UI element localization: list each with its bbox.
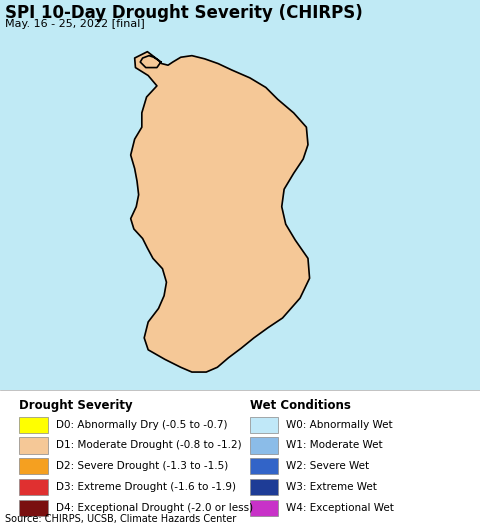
Bar <box>250 437 278 454</box>
Bar <box>250 458 278 474</box>
Bar <box>250 479 278 495</box>
Text: SPI 10-Day Drought Severity (CHIRPS): SPI 10-Day Drought Severity (CHIRPS) <box>5 4 362 22</box>
Text: May. 16 - 25, 2022 [final]: May. 16 - 25, 2022 [final] <box>5 19 144 29</box>
Bar <box>19 458 48 474</box>
Bar <box>19 437 48 454</box>
Bar <box>250 500 278 516</box>
Text: W2: Severe Wet: W2: Severe Wet <box>286 461 369 471</box>
Text: Source: CHIRPS, UCSB, Climate Hazards Center: Source: CHIRPS, UCSB, Climate Hazards Ce… <box>5 515 236 524</box>
Text: W1: Moderate Wet: W1: Moderate Wet <box>286 440 383 450</box>
Bar <box>19 479 48 495</box>
Text: D0: Abnormally Dry (-0.5 to -0.7): D0: Abnormally Dry (-0.5 to -0.7) <box>56 420 227 430</box>
Text: W4: Exceptional Wet: W4: Exceptional Wet <box>286 503 394 513</box>
Polygon shape <box>131 52 310 372</box>
Text: D4: Exceptional Drought (-2.0 or less): D4: Exceptional Drought (-2.0 or less) <box>56 503 253 513</box>
Text: D2: Severe Drought (-1.3 to -1.5): D2: Severe Drought (-1.3 to -1.5) <box>56 461 228 471</box>
Bar <box>19 500 48 516</box>
Bar <box>19 417 48 432</box>
Text: Wet Conditions: Wet Conditions <box>250 400 350 412</box>
Text: D3: Extreme Drought (-1.6 to -1.9): D3: Extreme Drought (-1.6 to -1.9) <box>56 482 236 492</box>
Bar <box>250 417 278 432</box>
Text: D1: Moderate Drought (-0.8 to -1.2): D1: Moderate Drought (-0.8 to -1.2) <box>56 440 241 450</box>
Text: Drought Severity: Drought Severity <box>19 400 133 412</box>
Text: W0: Abnormally Wet: W0: Abnormally Wet <box>286 420 393 430</box>
Text: W3: Extreme Wet: W3: Extreme Wet <box>286 482 377 492</box>
